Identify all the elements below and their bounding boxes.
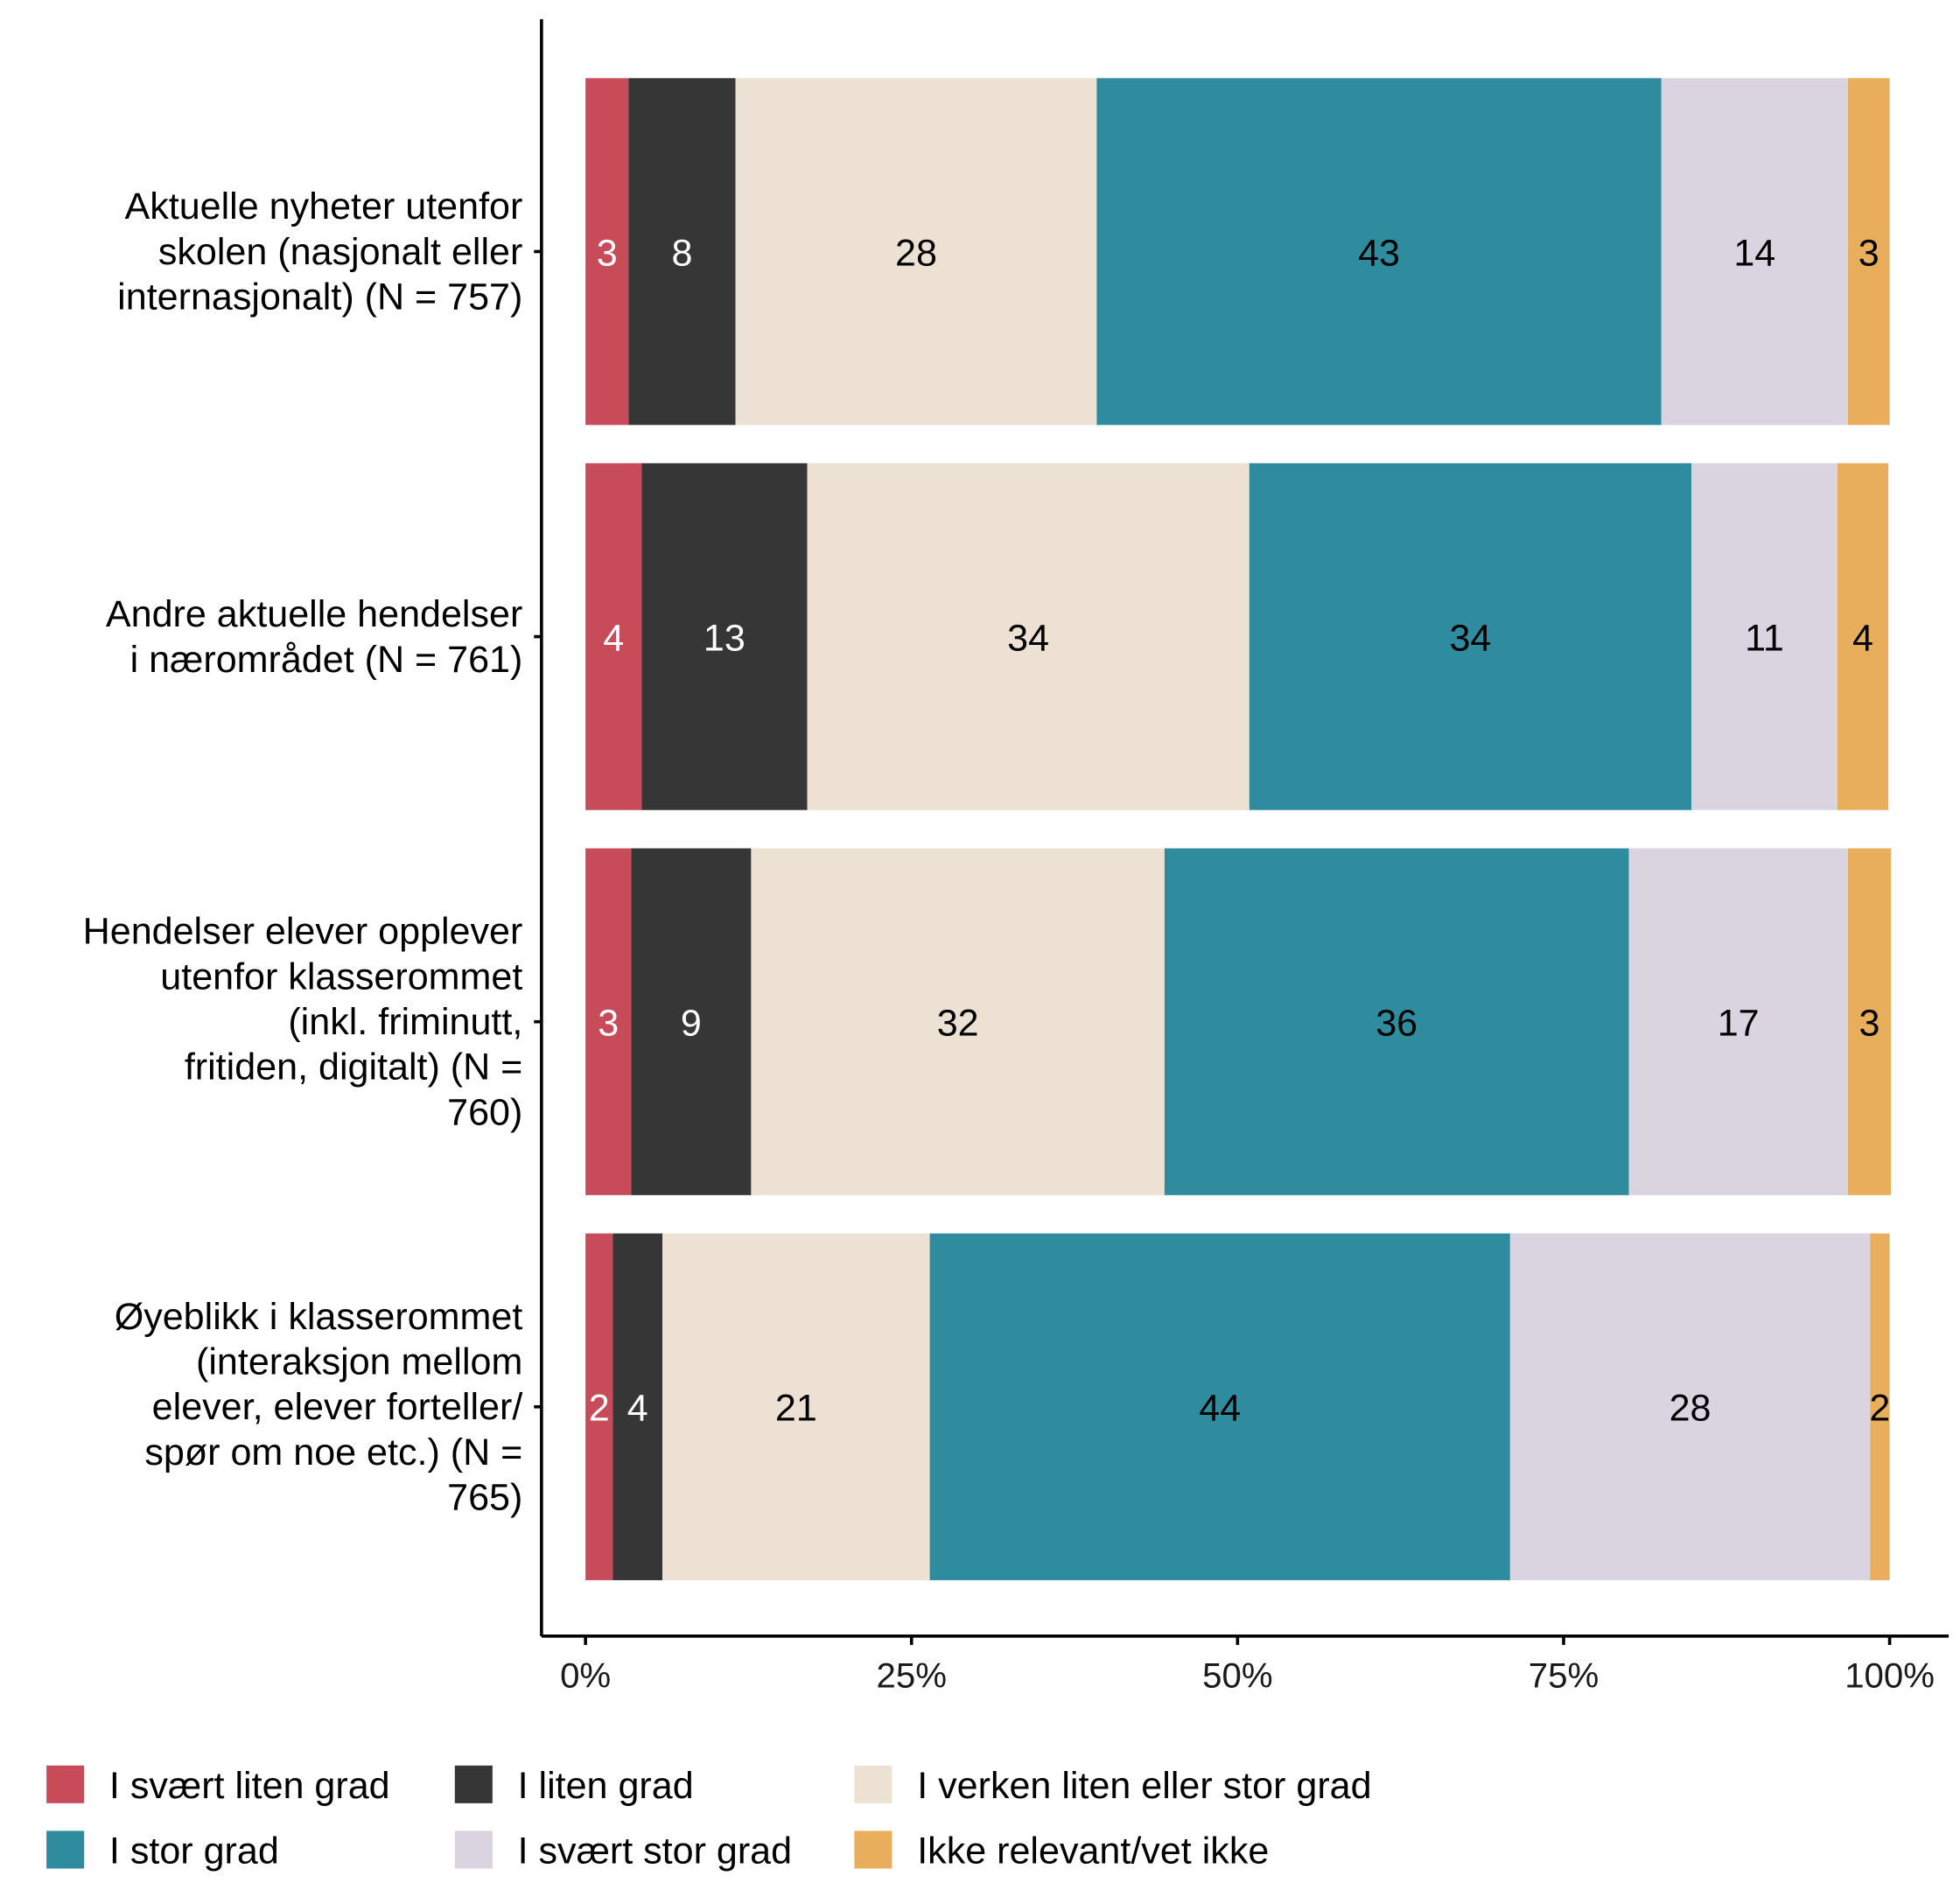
bar-segment <box>1847 848 1892 1195</box>
bar-segment <box>1509 1233 1871 1580</box>
legend-swatch <box>454 1765 493 1803</box>
data-label: 28 <box>1670 1388 1712 1430</box>
data-label: 28 <box>895 232 937 274</box>
legend-label: I verken liten eller stor grad <box>917 1765 1371 1807</box>
x-tick-label: 25% <box>877 1656 947 1696</box>
data-label: 3 <box>597 232 618 274</box>
legend-label: I svært liten grad <box>109 1765 390 1807</box>
bar-segment <box>751 848 1165 1195</box>
data-label: 8 <box>671 232 692 274</box>
bar-segment <box>585 848 632 1195</box>
data-label: 2 <box>1869 1388 1890 1430</box>
legend-swatch <box>854 1830 892 1869</box>
data-label: 44 <box>1199 1388 1241 1430</box>
category-label: Aktuelle nyheter utenfor skolen (nasjonal… <box>117 186 522 318</box>
bar-segment <box>585 463 642 810</box>
legend-swatch <box>854 1765 892 1803</box>
data-label: 4 <box>603 617 624 659</box>
data-label: 3 <box>598 1002 619 1044</box>
legend-swatch <box>46 1830 85 1869</box>
x-ticks: 0% 25% 50% 75% 100% <box>560 1635 1935 1696</box>
bar-segment <box>1837 463 1889 810</box>
bar-segment <box>628 78 736 425</box>
data-label: 34 <box>1007 617 1049 659</box>
category-label: Øyeblikk i klasserommet (interaksjon mell… <box>115 1296 523 1519</box>
bar-segment <box>1847 78 1890 425</box>
bar-segment <box>1096 78 1662 425</box>
data-label: 14 <box>1733 232 1775 274</box>
category-label: Andre aktuelle hendelser i nærområdet (N … <box>106 593 522 681</box>
data-label: 4 <box>627 1388 648 1430</box>
bar-segment <box>1164 848 1629 1195</box>
bar-segment <box>1249 463 1692 810</box>
x-tick-label: 75% <box>1529 1656 1599 1696</box>
bar-segment <box>1628 848 1848 1195</box>
data-label: 43 <box>1358 232 1400 274</box>
bar-segment <box>1661 78 1848 425</box>
bars: 3 8 28 43 14 34 13 34 34 11 43 9 32 36 17 32 4 21 44 28 2 <box>585 78 1892 1580</box>
x-tick-label: 50% <box>1202 1656 1272 1696</box>
x-tick-label: 100% <box>1844 1656 1935 1696</box>
bar-segment <box>1870 1233 1890 1580</box>
legend: I svært liten grad I liten grad I verken l… <box>46 1765 1372 1872</box>
bar-segment <box>641 463 808 810</box>
legend-swatch <box>46 1765 85 1803</box>
data-label: 3 <box>1858 232 1880 274</box>
legend-label: Ikke relevant/vet ikke <box>917 1830 1269 1872</box>
data-label: 17 <box>1718 1002 1760 1044</box>
bar-segment <box>631 848 752 1195</box>
bar-segment <box>807 463 1250 810</box>
data-label: 4 <box>1852 617 1873 659</box>
bar-segment <box>735 78 1097 425</box>
data-label: 34 <box>1449 617 1491 659</box>
data-label: 21 <box>775 1388 817 1430</box>
legend-label: I liten grad <box>518 1765 694 1807</box>
legend-label: I stor grad <box>109 1830 279 1872</box>
bar-segment <box>662 1233 930 1580</box>
bar-segment <box>929 1233 1510 1580</box>
data-label: 11 <box>1745 617 1784 659</box>
bar-segment <box>1691 463 1838 810</box>
bar-segment <box>585 1233 613 1580</box>
x-tick-label: 0% <box>560 1656 611 1696</box>
data-label: 3 <box>1859 1002 1880 1044</box>
data-label: 2 <box>589 1388 610 1430</box>
legend-label: I svært stor grad <box>518 1830 793 1872</box>
category-labels: Aktuelle nyheter utenfor skolen (nasjonal… <box>83 186 542 1519</box>
data-label: 32 <box>937 1002 979 1044</box>
bar-segment <box>612 1233 663 1580</box>
legend-swatch <box>454 1830 493 1869</box>
data-label: 9 <box>681 1002 702 1044</box>
category-label: Hendelser elever opplever utenfor klasser… <box>83 911 523 1134</box>
data-label: 13 <box>704 617 746 659</box>
bar-segment <box>585 78 629 425</box>
data-label: 36 <box>1376 1002 1418 1044</box>
